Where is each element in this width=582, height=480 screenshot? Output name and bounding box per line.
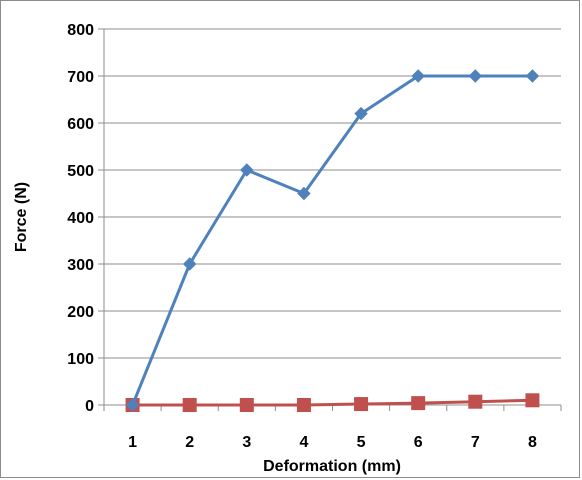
y-tick-label: 100 [67,351,94,368]
y-tick-label: 500 [67,163,94,180]
data-point [182,257,197,271]
x-axis-title: Deformation (mm) [263,458,401,475]
y-tick-labels: 0 100 200 300 400 500 600 700 800 [67,22,94,415]
y-tick-label: 400 [67,210,94,227]
x-tick-label: 3 [242,434,251,451]
y-tick-label: 200 [67,304,94,321]
x-tick-label: 1 [128,434,137,451]
data-point [411,396,426,411]
x-tick-label: 2 [185,434,194,451]
x-tick-label: 8 [528,434,537,451]
data-point [525,69,540,83]
data-point [468,69,483,83]
data-point [354,106,368,121]
data-point [182,398,197,412]
data-point [239,398,254,412]
data-point [125,398,140,412]
series-group [125,69,540,412]
axes [98,28,562,411]
y-axis-title: Force (N) [13,182,30,252]
y-tick-label: 800 [67,22,94,39]
series-line [131,74,533,406]
data-point [296,398,311,412]
x-tick-label: 5 [357,434,366,451]
series-line [132,398,533,407]
data-point [411,69,425,83]
data-point [525,393,540,408]
x-tick-label: 6 [414,434,423,451]
data-point [354,397,369,412]
series [125,69,540,412]
x-tick-labels: 1 2 3 4 5 6 7 8 [128,434,537,451]
data-point [240,163,254,177]
y-tick-label: 700 [67,69,94,86]
x-tick-label: 7 [471,434,480,451]
x-tick-label: 4 [299,434,308,451]
y-tick-label: 0 [85,398,94,415]
data-point [468,394,483,409]
data-point [297,186,311,201]
y-tick-label: 300 [67,257,94,274]
y-tick-label: 600 [67,116,94,133]
